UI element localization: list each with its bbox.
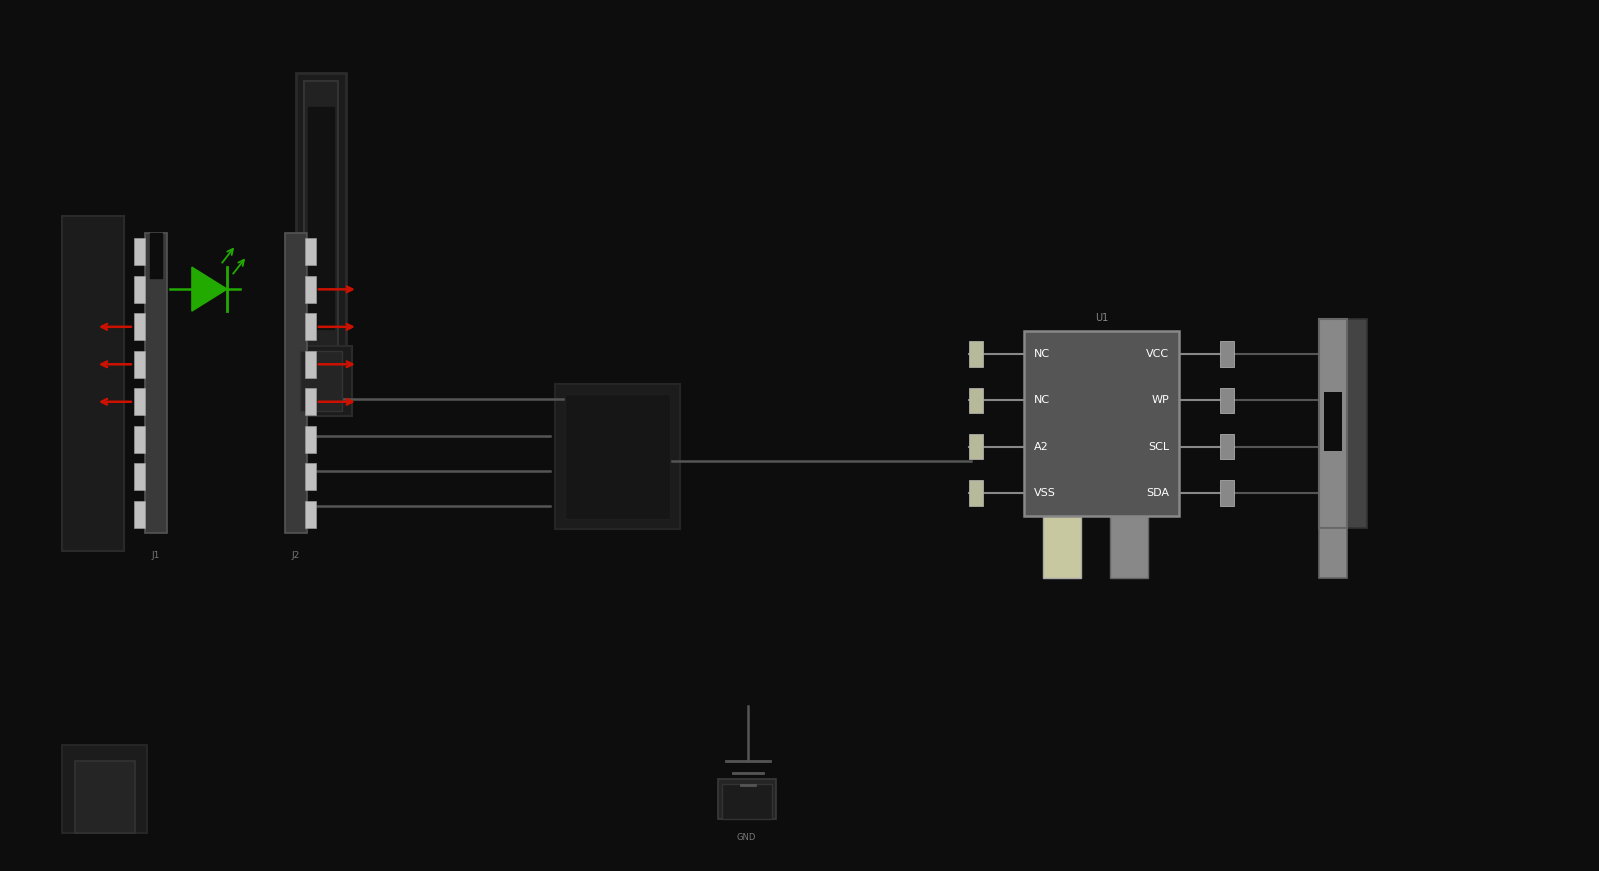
Bar: [305, 239, 317, 266]
Bar: [134, 239, 146, 266]
Polygon shape: [192, 267, 227, 311]
Bar: [969, 434, 983, 459]
Bar: [304, 81, 337, 346]
Text: WP: WP: [1151, 395, 1169, 405]
Text: NC: NC: [1035, 349, 1051, 359]
Bar: [1110, 516, 1148, 578]
Bar: [1324, 392, 1342, 451]
Bar: [305, 463, 317, 490]
Bar: [75, 760, 134, 833]
Text: J2: J2: [291, 551, 301, 560]
Bar: [62, 745, 147, 833]
Bar: [296, 73, 345, 353]
Bar: [134, 314, 146, 341]
Bar: [1319, 319, 1346, 528]
Bar: [134, 388, 146, 415]
Bar: [1220, 434, 1234, 459]
Bar: [1346, 319, 1367, 528]
Text: U1: U1: [1095, 313, 1108, 323]
Bar: [134, 276, 146, 303]
Bar: [305, 351, 317, 378]
Bar: [305, 501, 317, 528]
Bar: [1043, 516, 1081, 578]
Bar: [307, 107, 334, 329]
Bar: [301, 351, 342, 411]
Text: NC: NC: [1035, 395, 1051, 405]
Bar: [62, 216, 125, 551]
Text: SDA: SDA: [1146, 488, 1169, 498]
Text: J1: J1: [152, 551, 160, 560]
Bar: [718, 779, 776, 819]
Bar: [1220, 480, 1234, 505]
Bar: [285, 233, 307, 533]
Bar: [150, 233, 161, 278]
Bar: [721, 784, 771, 819]
Bar: [289, 346, 352, 416]
Bar: [1220, 388, 1234, 413]
Bar: [564, 394, 670, 519]
Text: VSS: VSS: [1035, 488, 1057, 498]
Text: VCC: VCC: [1146, 349, 1169, 359]
Bar: [146, 233, 166, 533]
Bar: [305, 426, 317, 453]
Bar: [305, 388, 317, 415]
Bar: [1220, 341, 1234, 367]
Text: SCL: SCL: [1148, 442, 1169, 452]
Text: A2: A2: [1035, 442, 1049, 452]
Bar: [969, 388, 983, 413]
Bar: [305, 276, 317, 303]
Bar: [134, 351, 146, 378]
Bar: [305, 314, 317, 341]
Bar: [969, 480, 983, 505]
Bar: [555, 384, 680, 529]
Bar: [1319, 528, 1346, 578]
Bar: [134, 463, 146, 490]
Text: GND: GND: [737, 833, 756, 841]
Bar: [134, 501, 146, 528]
Bar: [969, 341, 983, 367]
Bar: [1025, 331, 1180, 516]
Bar: [134, 426, 146, 453]
